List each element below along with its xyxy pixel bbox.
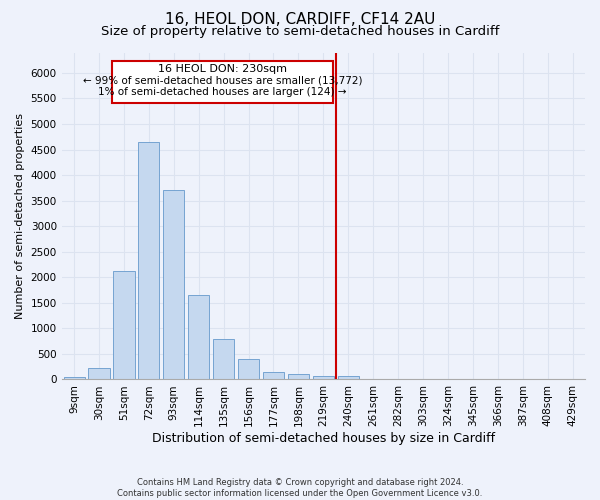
Y-axis label: Number of semi-detached properties: Number of semi-detached properties [15, 113, 25, 319]
Text: Size of property relative to semi-detached houses in Cardiff: Size of property relative to semi-detach… [101, 25, 499, 38]
Bar [64, 377, 85, 380]
Text: 16 HEOL DON: 230sqm: 16 HEOL DON: 230sqm [158, 64, 287, 74]
X-axis label: Distribution of semi-detached houses by size in Cardiff: Distribution of semi-detached houses by … [152, 432, 495, 445]
FancyBboxPatch shape [112, 61, 334, 102]
Text: Contains HM Land Registry data © Crown copyright and database right 2024.
Contai: Contains HM Land Registry data © Crown c… [118, 478, 482, 498]
Bar [113, 271, 134, 380]
Bar [313, 376, 334, 380]
Bar [238, 359, 259, 380]
Text: ← 99% of semi-detached houses are smaller (13,772): ← 99% of semi-detached houses are smalle… [83, 76, 362, 86]
Bar [213, 338, 234, 380]
Bar [288, 374, 309, 380]
Bar [188, 295, 209, 380]
Text: 16, HEOL DON, CARDIFF, CF14 2AU: 16, HEOL DON, CARDIFF, CF14 2AU [165, 12, 435, 28]
Bar [338, 376, 359, 380]
Bar [88, 368, 110, 380]
Bar [263, 372, 284, 380]
Bar [163, 190, 184, 380]
Text: 1% of semi-detached houses are larger (124) →: 1% of semi-detached houses are larger (1… [98, 88, 347, 98]
Bar [138, 142, 160, 380]
